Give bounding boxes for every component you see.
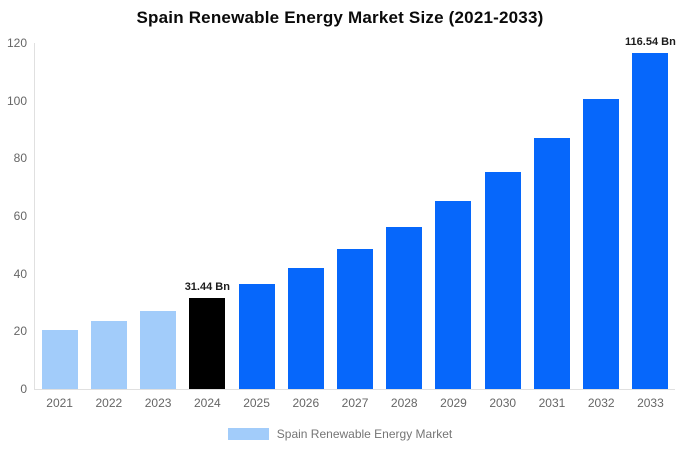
bar-2021[interactable] [41,330,78,389]
bar-slot: 2030 [478,43,527,410]
bar-2024[interactable] [189,298,226,389]
x-tick-label: 2027 [341,396,369,410]
bar-2025[interactable] [238,284,275,389]
bar-2032[interactable] [583,99,620,389]
bar-slot: 2023 [133,43,182,410]
bar-slot: 2021 [35,43,84,410]
x-tick-label: 2022 [95,396,123,410]
bar-slot: 2025 [232,43,281,410]
y-tick-label: 60 [13,209,27,223]
bar-slot: 2028 [380,43,429,410]
y-tick-label: 20 [13,324,27,339]
bar-slot: 31.44 Bn 2024 [183,43,232,410]
bar-2030[interactable] [484,171,521,389]
bar-value-label: 116.54 Bn [625,35,676,48]
x-tick-label: 2029 [440,396,467,410]
bar-slot: 2029 [429,43,478,410]
legend: Spain Renewable Energy Market [0,426,680,442]
y-tick-label: 120 [6,36,27,50]
bar-2028[interactable] [386,226,423,389]
bar-2022[interactable] [90,321,127,389]
x-tick-label: 2031 [538,396,566,410]
bar-slot: 2031 [527,43,576,410]
bar-slot: 2026 [281,43,330,410]
y-tick-label: 0 [20,382,27,396]
bar-slot: 2032 [577,43,626,410]
bar-2031[interactable] [533,137,570,389]
bar-2023[interactable] [140,310,177,389]
x-tick-label: 2030 [489,396,517,410]
bar-2029[interactable] [435,201,472,389]
bar-2033[interactable] [632,52,669,389]
x-tick-label: 2028 [390,396,418,410]
bar-2026[interactable] [287,267,324,389]
bar-value-label: 31.44 Bn [184,281,230,294]
legend-label[interactable]: Spain Renewable Energy Market [276,427,453,441]
y-tick-label: 80 [13,151,27,166]
y-tick-label: 40 [13,266,27,281]
legend-swatch[interactable] [227,428,269,440]
x-tick-label: 2024 [193,396,221,410]
bar-slot: 2022 [84,43,133,410]
x-tick-label: 2033 [637,396,664,410]
x-tick-label: 2025 [243,396,270,410]
y-tick-label: 100 [6,93,27,108]
bar-2027[interactable] [337,248,374,389]
bar-slot: 2027 [330,43,379,410]
chart-title: Spain Renewable Energy Market Size (2021… [136,8,544,27]
x-tick-label: 2032 [587,396,615,410]
x-tick-label: 2026 [292,396,320,410]
plot-area: 2021 2022 2023 31.44 Bn 2024 2025 2026 2027 2028… [34,36,676,410]
x-tick-label: 2023 [144,396,172,410]
x-tick-label: 2021 [46,396,73,410]
bar-slot: 116.54 Bn 2033 [625,36,676,410]
